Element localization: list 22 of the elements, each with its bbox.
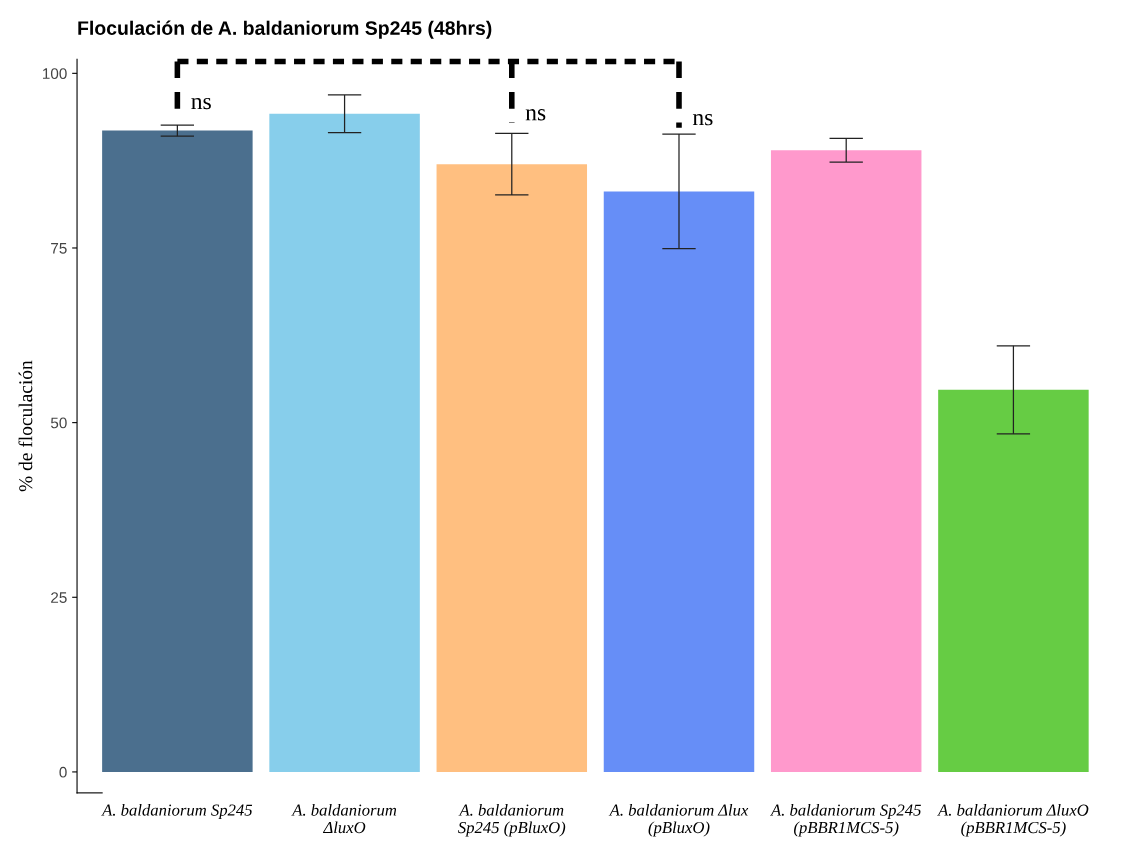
chart-title: Floculación de A. baldaniorum Sp245 (48hrs) <box>78 20 492 39</box>
x-tick-label: A. baldaniorum ΔluxO (pBBR1MCS-5) <box>937 803 1089 837</box>
annotation: ns <box>191 97 211 110</box>
bar <box>436 164 588 772</box>
x-tick-label: A. baldaniorum Sp245 (pBBR1MCS-5) <box>770 803 921 837</box>
bar <box>938 389 1089 772</box>
bar <box>269 113 420 772</box>
bar <box>770 150 922 772</box>
annotation: ns <box>692 113 713 126</box>
y-tick-label: 75 <box>51 243 67 254</box>
x-tick-label: A. baldaniorum Sp245 (pBluxO) <box>458 803 566 837</box>
y-tick-label: 50 <box>50 417 67 429</box>
x-tick-label: A. baldaniorum Δlux (pBluxO) <box>608 803 749 837</box>
y-axis-title: % de floculación <box>18 360 33 492</box>
y-tick-label: 100 <box>43 68 67 80</box>
y-tick-label: 0 <box>59 766 67 778</box>
x-tick-label: A. baldaniorum Sp245 <box>101 803 253 820</box>
x-tick-label: A. baldaniorum ΔluxO <box>291 803 397 834</box>
bar <box>603 191 755 772</box>
y-tick-label: 25 <box>51 592 67 603</box>
bar <box>102 130 253 772</box>
annotation: ns <box>525 109 546 121</box>
